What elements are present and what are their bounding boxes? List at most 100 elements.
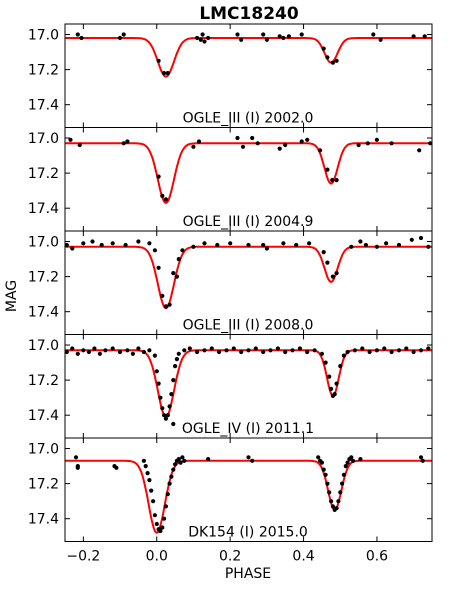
data-point <box>206 35 211 41</box>
data-point <box>141 349 146 355</box>
y-tick-label: 17.4 <box>28 98 59 114</box>
y-tick-label: 17.4 <box>28 512 59 528</box>
data-point <box>340 481 345 486</box>
data-point <box>374 244 379 249</box>
data-point <box>171 421 176 427</box>
data-point <box>253 346 258 351</box>
data-point <box>231 346 236 351</box>
data-point <box>182 348 187 353</box>
data-point <box>200 32 205 37</box>
data-point <box>156 174 161 179</box>
data-point <box>171 271 176 276</box>
y-tick-label: 17.0 <box>28 442 59 458</box>
data-point <box>81 348 86 353</box>
data-point <box>90 239 95 244</box>
data-point <box>195 349 200 355</box>
data-point <box>162 71 167 76</box>
data-point <box>143 464 148 469</box>
data-point <box>86 349 91 355</box>
data-point <box>330 178 335 183</box>
data-point <box>154 369 159 374</box>
data-point <box>281 241 286 246</box>
data-point <box>110 241 115 246</box>
data-point <box>261 242 266 248</box>
data-point <box>151 499 156 504</box>
data-point <box>374 348 379 353</box>
data-point <box>329 499 334 504</box>
data-point <box>173 364 178 369</box>
x-tick-label: 0.6 <box>366 549 388 565</box>
data-point <box>297 346 302 351</box>
data-point <box>136 346 141 351</box>
data-point <box>374 137 379 142</box>
data-point <box>215 242 220 248</box>
data-point <box>343 464 348 469</box>
data-point <box>163 304 168 309</box>
data-point <box>163 416 168 421</box>
data-point <box>382 346 387 351</box>
data-point <box>420 458 425 463</box>
data-point <box>160 525 165 530</box>
data-point <box>329 386 334 391</box>
x-axis-label: PHASE <box>225 566 271 582</box>
data-point <box>187 346 192 351</box>
data-point <box>171 378 176 383</box>
data-point <box>180 248 185 253</box>
data-point <box>160 406 165 411</box>
data-point <box>240 144 246 149</box>
data-point <box>235 135 240 141</box>
data-point <box>389 141 394 146</box>
data-point <box>264 246 269 251</box>
data-point <box>325 167 330 172</box>
y-tick-label: 17.4 <box>28 408 59 424</box>
panel-label: OGLE_III (I) 2004.9 <box>183 214 314 230</box>
data-point <box>162 516 167 521</box>
data-point <box>358 239 363 244</box>
data-point <box>149 488 154 493</box>
data-point <box>321 467 326 472</box>
data-point <box>152 353 157 358</box>
data-point <box>417 148 422 153</box>
data-point <box>169 474 174 479</box>
data-point <box>156 381 161 386</box>
data-point <box>411 349 416 355</box>
data-point <box>268 348 273 353</box>
data-point <box>191 144 196 149</box>
data-point <box>171 467 176 472</box>
data-point <box>202 348 207 353</box>
model-curve <box>65 37 432 78</box>
data-point <box>114 465 119 470</box>
data-point <box>345 349 350 355</box>
data-point <box>125 348 130 353</box>
data-point <box>411 34 416 39</box>
data-point <box>281 35 286 41</box>
data-point <box>75 32 80 37</box>
data-point <box>418 455 424 460</box>
data-point <box>176 257 181 262</box>
data-point <box>363 242 368 248</box>
data-point <box>318 148 323 153</box>
data-point <box>79 35 84 41</box>
data-point <box>174 357 179 362</box>
data-point <box>299 32 304 37</box>
data-point <box>389 349 394 355</box>
data-point <box>235 32 240 37</box>
y-tick-label: 17.4 <box>28 201 59 217</box>
data-point <box>330 274 335 279</box>
data-point <box>250 135 255 141</box>
data-point <box>334 58 339 63</box>
data-point <box>294 242 299 248</box>
panel-5: 17.0 17.2 17.4 DK154 (I) 2015.0 <box>28 437 433 542</box>
data-point <box>130 351 135 356</box>
data-point <box>152 248 157 253</box>
data-point <box>255 141 260 146</box>
data-point <box>117 35 123 41</box>
x-tick-label: −0.2 <box>66 549 100 565</box>
data-point <box>165 71 170 76</box>
data-point <box>217 349 222 355</box>
y-tick-label: 17.2 <box>28 63 59 79</box>
y-tick-label: 17.4 <box>28 305 59 321</box>
data-point <box>121 32 126 37</box>
data-point <box>428 141 433 146</box>
data-point <box>341 353 346 358</box>
